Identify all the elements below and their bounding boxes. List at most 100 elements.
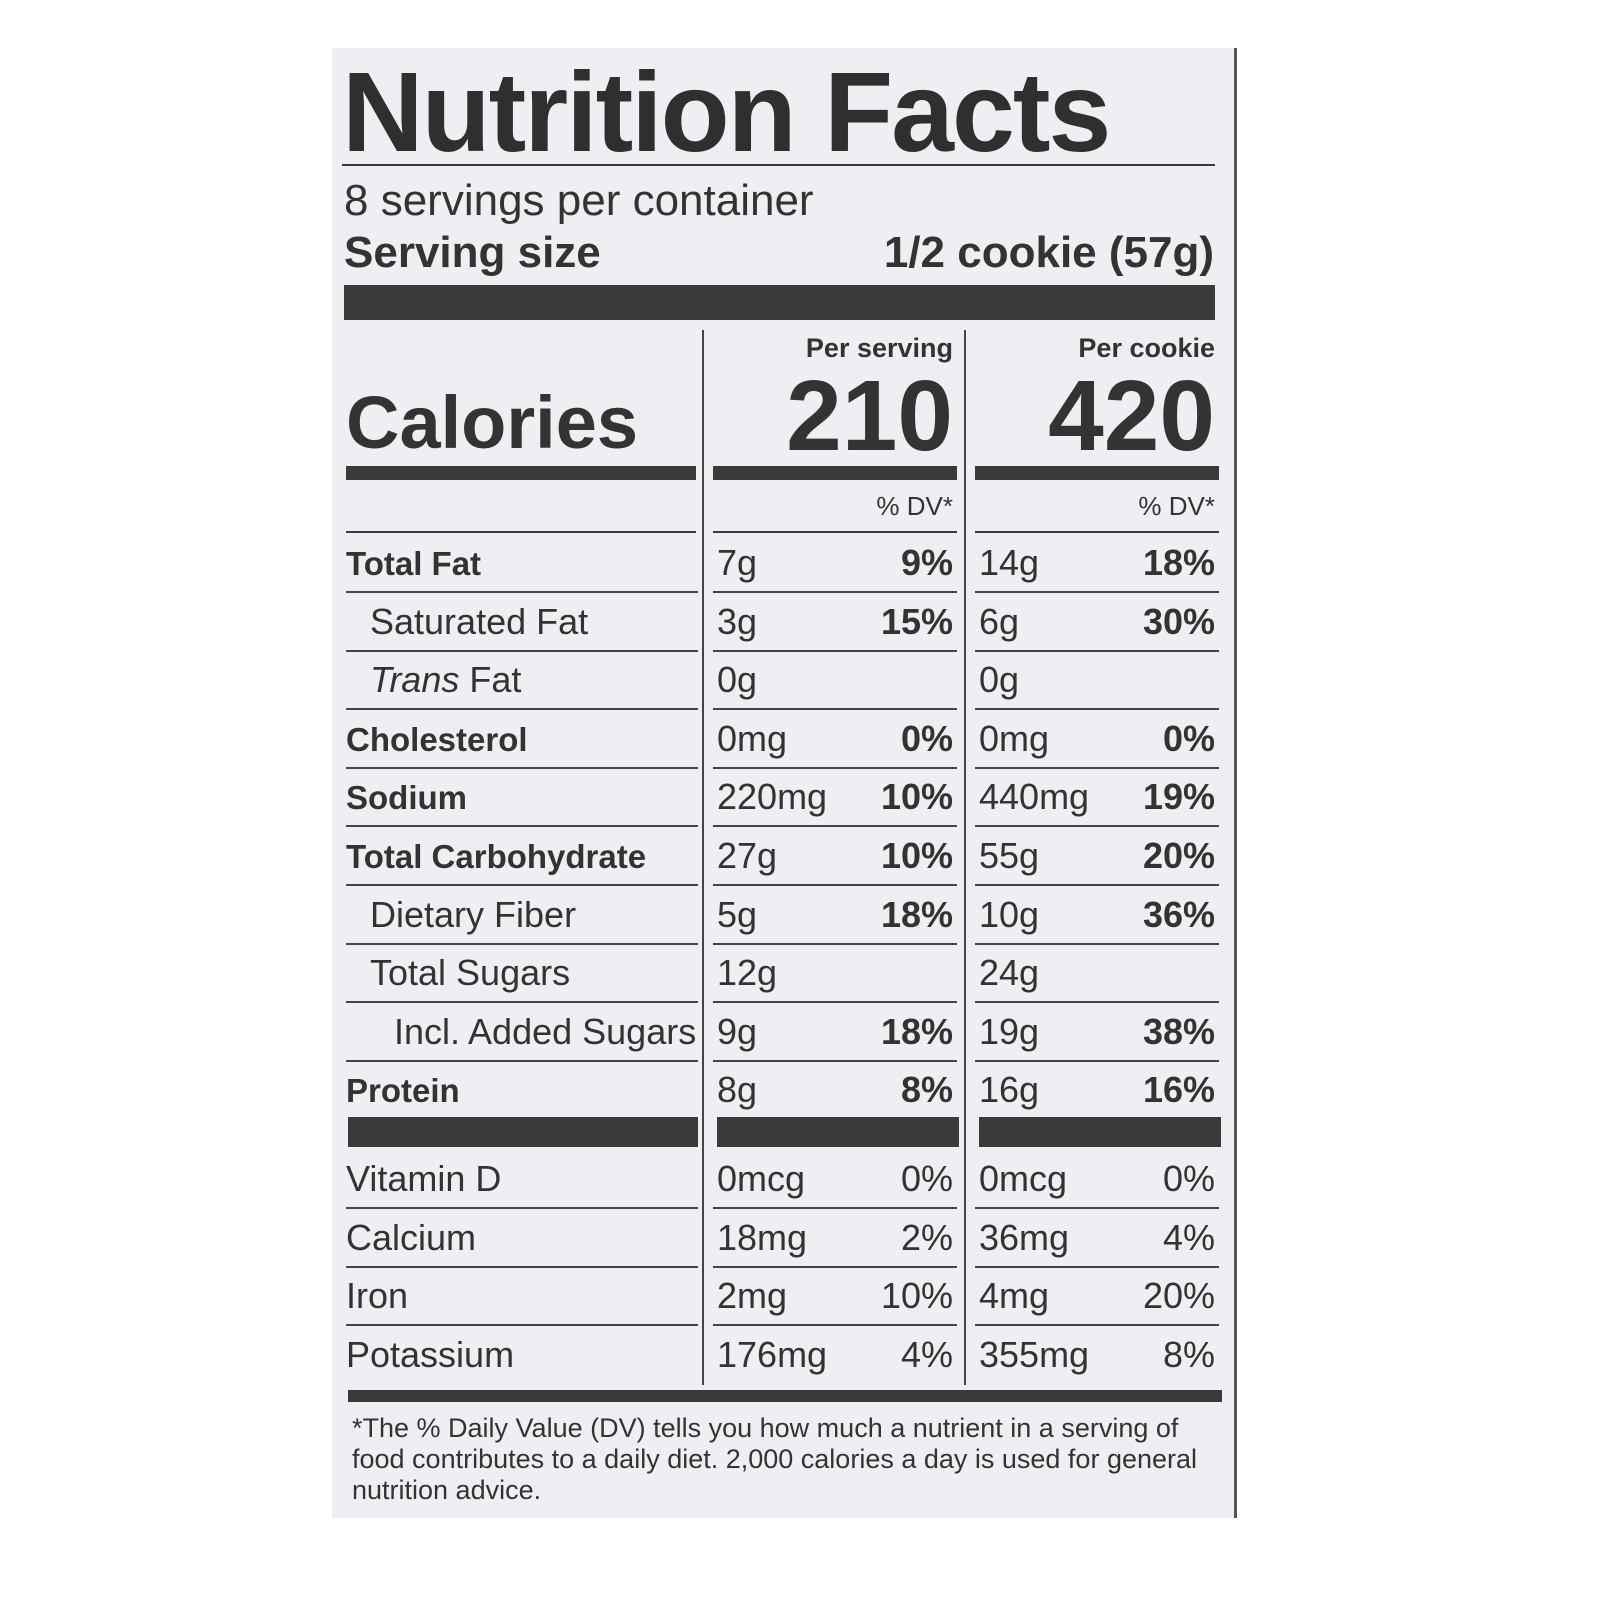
nutrient-name-cell: Cholesterol [346, 711, 698, 769]
nutrient-name: Vitamin D [346, 1158, 502, 1199]
per-serving-amount: 12g [717, 952, 778, 994]
vitamin-row: Potassium 176mg 4% 355mg 8% [332, 1327, 1234, 1385]
per-serving-amount: 5g [717, 893, 758, 935]
per-cookie-header: Per cookie [1078, 333, 1215, 363]
divider [975, 531, 1219, 533]
nutrient-name: Cholesterol [346, 720, 528, 758]
serving-size-label: Serving size [344, 228, 601, 277]
nutrient-row: Total Fat 7g 9% 14g 18% [332, 535, 1234, 593]
per-serving-amount: 220mg [717, 776, 828, 818]
per-cookie-dv: 0% [1162, 1158, 1215, 1199]
calories-bar [975, 466, 1219, 480]
nutrient-row: Cholesterol 0mg 0% 0mg 0% [332, 711, 1234, 769]
per-serving-cell: 176mg 4% [713, 1327, 957, 1383]
per-serving-cell: 18mg 2% [713, 1210, 957, 1268]
per-cookie-amount: 6g [979, 600, 1020, 642]
per-cookie-dv: 20% [1142, 835, 1215, 876]
per-serving-cell: 12g [713, 945, 957, 1004]
thick-bar [344, 285, 1215, 320]
nutrient-name: Dietary Fiber [370, 893, 577, 935]
per-serving-dv: 4% [900, 1333, 953, 1375]
per-serving-cell: 0mg 0% [713, 711, 957, 769]
per-cookie-dv: 30% [1142, 600, 1215, 642]
dv-header-per-serving: % DV* [876, 491, 953, 521]
per-serving-amount: 0mcg [717, 1158, 806, 1199]
nutrient-name-cell: Potassium [346, 1327, 698, 1383]
per-serving-dv: 2% [900, 1216, 953, 1258]
vitamin-row: Iron 2mg 10% 4mg 20% [332, 1268, 1234, 1327]
nutrient-name: Potassium [346, 1333, 515, 1375]
per-cookie-cell: 355mg 8% [975, 1327, 1219, 1383]
servings-per-container: 8 servings per container [344, 176, 814, 225]
per-serving-dv: 15% [880, 600, 953, 642]
per-cookie-amount: 24g [979, 952, 1040, 994]
nutrition-facts-label: Nutrition Facts 8 servings per container… [332, 48, 1237, 1518]
per-cookie-amount: 440mg [979, 776, 1090, 818]
nutrient-name: Incl. Added Sugars [394, 1010, 697, 1052]
label-title: Nutrition Facts [342, 49, 1111, 175]
per-serving-cell: 3g 15% [713, 594, 957, 652]
per-cookie-amount: 355mg [979, 1333, 1090, 1375]
nutrient-name-cell: Total Carbohydrate [346, 828, 698, 886]
per-serving-dv: 0% [900, 1158, 953, 1199]
per-cookie-amount: 16g [979, 1069, 1040, 1111]
per-cookie-cell: 10g 36% [975, 887, 1219, 945]
nutrient-name-cell: Saturated Fat [346, 594, 698, 652]
column-divider [964, 330, 966, 1385]
per-serving-dv: 18% [880, 893, 953, 935]
per-serving-dv: 18% [880, 1010, 953, 1052]
per-serving-amount: 0g [717, 659, 758, 701]
nutrient-name: Saturated Fat [370, 600, 589, 642]
divider [346, 531, 696, 533]
nutrient-name: Total Carbohydrate [346, 838, 647, 875]
nutrient-name-cell: Total Fat [346, 535, 698, 593]
per-serving-dv: 10% [880, 835, 953, 876]
footnote: *The % Daily Value (DV) tells you how mu… [352, 1413, 1198, 1505]
nutrient-name-cell: Iron [346, 1268, 698, 1327]
nutrient-name: Total Sugars [370, 952, 571, 994]
nutrient-name-cell: Vitamin D [346, 1151, 698, 1209]
per-cookie-cell: 4mg 20% [975, 1268, 1219, 1327]
dv-header-per-cookie: % DV* [1138, 491, 1215, 521]
calories-per-serving: 210 [786, 360, 953, 472]
per-cookie-cell: 0mcg 0% [975, 1151, 1219, 1209]
per-cookie-amount: 4mg [979, 1275, 1050, 1317]
per-cookie-amount: 10g [979, 893, 1040, 935]
per-serving-cell: 7g 9% [713, 535, 957, 593]
per-serving-dv: 8% [900, 1069, 953, 1111]
per-serving-cell: 0g [713, 652, 957, 711]
per-serving-amount: 27g [717, 835, 778, 876]
nutrient-row: Trans Fat 0g 0g [332, 652, 1234, 711]
nutrient-name: Total Fat [346, 545, 482, 582]
per-serving-amount: 7g [717, 542, 758, 583]
nutrient-name: Calcium [346, 1216, 477, 1258]
nutrient-name-cell: Total Sugars [346, 945, 698, 1004]
vitamin-row: Calcium 18mg 2% 36mg 4% [332, 1210, 1234, 1268]
per-serving-amount: 2mg [717, 1275, 788, 1317]
nutrient-name-cell: Trans Fat [346, 652, 698, 711]
nutrient-name: Sodium [346, 779, 467, 817]
per-cookie-dv: 0% [1162, 717, 1215, 759]
thick-bar [717, 1117, 959, 1147]
vitamin-row: Vitamin D 0mcg 0% 0mcg 0% [332, 1151, 1234, 1209]
per-cookie-cell: 0mg 0% [975, 711, 1219, 769]
per-cookie-amount: 36mg [979, 1216, 1070, 1258]
nutrient-name-cell: Protein [346, 1062, 698, 1118]
per-cookie-dv: 8% [1162, 1333, 1215, 1375]
per-cookie-cell: 16g 16% [975, 1062, 1219, 1118]
per-cookie-cell: 19g 38% [975, 1004, 1219, 1062]
per-serving-amount: 0mg [717, 717, 788, 759]
nutrient-name-cell: Dietary Fiber [346, 887, 698, 945]
per-cookie-amount: 0mcg [979, 1158, 1068, 1199]
per-cookie-dv: 36% [1142, 893, 1215, 935]
per-cookie-cell: 0g [975, 652, 1219, 711]
calories-bar [346, 466, 696, 480]
nutrient-row: Sodium 220mg 10% 440mg 19% [332, 769, 1234, 828]
divider [713, 531, 957, 533]
per-cookie-amount: 55g [979, 835, 1040, 876]
per-serving-dv: 10% [880, 1275, 953, 1317]
per-cookie-dv: 20% [1142, 1275, 1215, 1317]
per-cookie-cell: 36mg 4% [975, 1210, 1219, 1268]
per-serving-cell: 220mg 10% [713, 769, 957, 828]
per-cookie-cell: 14g 18% [975, 535, 1219, 593]
